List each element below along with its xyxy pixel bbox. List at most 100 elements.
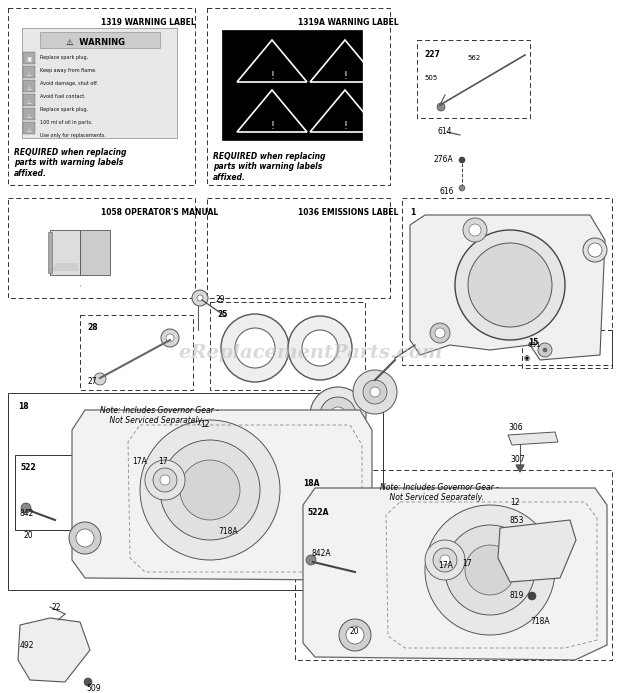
Circle shape xyxy=(339,619,371,651)
Text: 1319 WARNING LABEL: 1319 WARNING LABEL xyxy=(101,18,196,27)
Text: 522: 522 xyxy=(20,463,35,472)
Text: ⚠: ⚠ xyxy=(27,100,32,105)
Text: REQUIRED when replacing
parts with warning labels
affixed.: REQUIRED when replacing parts with warni… xyxy=(14,148,126,178)
Text: ⚠: ⚠ xyxy=(27,71,32,76)
Circle shape xyxy=(465,545,515,595)
Bar xyxy=(23,108,35,120)
Text: 15: 15 xyxy=(528,338,538,347)
Bar xyxy=(15,455,80,530)
Text: 562: 562 xyxy=(467,55,480,61)
Circle shape xyxy=(468,243,552,327)
Circle shape xyxy=(459,185,465,191)
Circle shape xyxy=(463,218,487,242)
Bar xyxy=(48,232,52,273)
Circle shape xyxy=(160,475,170,485)
Bar xyxy=(23,66,35,78)
Polygon shape xyxy=(18,618,90,682)
Text: 1319A WARNING LABEL: 1319A WARNING LABEL xyxy=(298,18,399,27)
Text: 20: 20 xyxy=(24,531,33,539)
Text: 718A: 718A xyxy=(218,527,237,536)
Text: 1036 EMISSIONS LABEL: 1036 EMISSIONS LABEL xyxy=(298,208,399,217)
Bar xyxy=(402,198,612,365)
Text: 842: 842 xyxy=(20,509,34,518)
Circle shape xyxy=(310,387,366,443)
Polygon shape xyxy=(303,488,607,660)
Text: REQUIRED when replacing
parts with warning labels
affixed.: REQUIRED when replacing parts with warni… xyxy=(213,152,326,182)
Circle shape xyxy=(353,370,397,414)
Circle shape xyxy=(425,540,465,580)
Bar xyxy=(295,470,612,660)
Bar xyxy=(207,198,390,298)
Bar xyxy=(8,198,195,298)
Circle shape xyxy=(455,230,565,340)
Circle shape xyxy=(160,440,260,540)
Circle shape xyxy=(370,387,380,397)
Text: 17: 17 xyxy=(462,559,472,568)
Text: 509: 509 xyxy=(86,684,100,693)
Polygon shape xyxy=(72,410,372,580)
Bar xyxy=(23,94,35,106)
Circle shape xyxy=(320,397,356,433)
Text: Use only for replacements.: Use only for replacements. xyxy=(40,133,106,138)
Text: 20: 20 xyxy=(350,627,360,636)
Text: 18: 18 xyxy=(18,402,29,411)
Text: Keep away from flame.: Keep away from flame. xyxy=(40,68,97,73)
Circle shape xyxy=(433,548,457,572)
Text: 819: 819 xyxy=(510,590,525,599)
Circle shape xyxy=(430,323,450,343)
Circle shape xyxy=(543,348,547,352)
Text: Avoid damage, shut off.: Avoid damage, shut off. xyxy=(40,81,98,86)
Bar xyxy=(40,32,160,48)
Circle shape xyxy=(166,334,174,342)
Text: eReplacementParts.com: eReplacementParts.com xyxy=(178,344,442,362)
Circle shape xyxy=(425,505,555,635)
Text: 842A: 842A xyxy=(312,549,332,558)
Circle shape xyxy=(440,555,450,565)
Bar xyxy=(302,500,370,575)
Circle shape xyxy=(76,529,94,547)
Circle shape xyxy=(235,328,275,368)
Text: 📖: 📖 xyxy=(79,286,81,288)
Text: ▣: ▣ xyxy=(27,58,32,62)
Text: 306: 306 xyxy=(508,423,523,432)
Text: 307: 307 xyxy=(510,455,525,464)
Text: 18A: 18A xyxy=(303,479,319,488)
Circle shape xyxy=(528,592,536,600)
Bar xyxy=(80,315,193,390)
Bar xyxy=(23,122,35,134)
Circle shape xyxy=(197,295,203,301)
Circle shape xyxy=(94,373,106,385)
Circle shape xyxy=(302,330,338,366)
Text: Note: Includes Governor Gear -
    Not Serviced Separately.: Note: Includes Governor Gear - Not Servi… xyxy=(380,483,499,502)
Polygon shape xyxy=(410,215,605,360)
Text: ◉: ◉ xyxy=(524,355,530,361)
Text: 12: 12 xyxy=(510,498,520,507)
Circle shape xyxy=(363,380,387,404)
Circle shape xyxy=(437,103,445,111)
Text: !: ! xyxy=(343,71,347,81)
Text: 22: 22 xyxy=(52,604,61,613)
Bar xyxy=(522,330,612,368)
Text: !: ! xyxy=(270,121,274,131)
Circle shape xyxy=(445,525,535,615)
Text: 27: 27 xyxy=(88,378,97,387)
Text: 616: 616 xyxy=(440,186,454,195)
Bar xyxy=(222,30,362,140)
Circle shape xyxy=(306,555,316,565)
Bar xyxy=(8,8,195,185)
Circle shape xyxy=(330,407,346,423)
Circle shape xyxy=(21,503,31,513)
Polygon shape xyxy=(516,465,524,472)
Circle shape xyxy=(153,468,177,492)
Text: Avoid fuel contact.: Avoid fuel contact. xyxy=(40,94,86,99)
Circle shape xyxy=(221,314,289,382)
Bar xyxy=(23,52,35,64)
Text: 17A: 17A xyxy=(132,457,147,466)
Circle shape xyxy=(69,522,101,554)
Text: ⚠  WARNING: ⚠ WARNING xyxy=(66,37,125,46)
Text: 227: 227 xyxy=(424,50,440,59)
Polygon shape xyxy=(508,432,558,445)
Text: 29: 29 xyxy=(215,295,224,304)
Bar xyxy=(50,230,80,275)
Text: 522A: 522A xyxy=(307,508,329,517)
